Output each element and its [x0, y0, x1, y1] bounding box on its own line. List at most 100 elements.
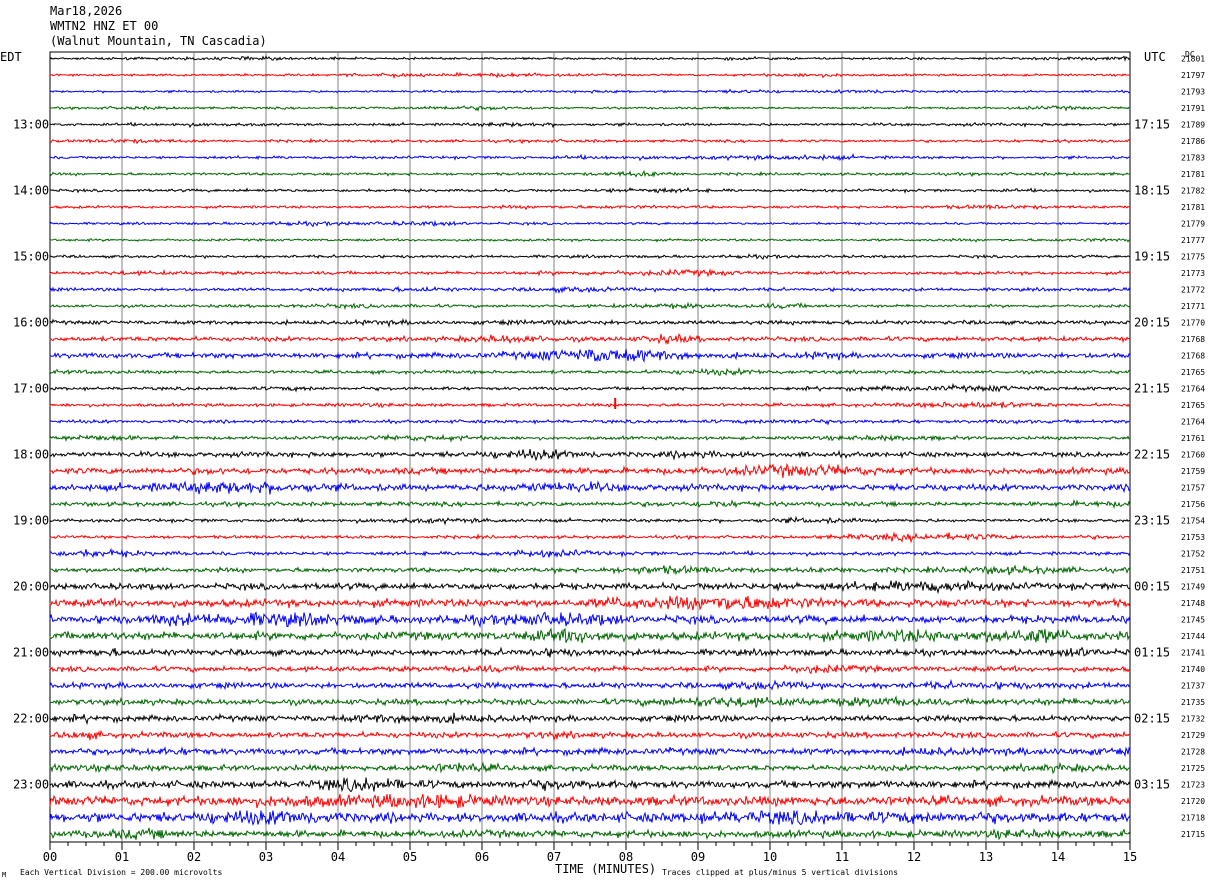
edt-hour-label: 18:00 — [13, 448, 49, 462]
x-tick-label: 04 — [331, 850, 345, 864]
seismic-trace — [49, 579, 1131, 595]
seismic-trace — [49, 71, 1131, 79]
edt-hour-label: 17:00 — [13, 382, 49, 396]
seismic-trace — [49, 729, 1131, 742]
seismic-trace — [49, 646, 1131, 658]
dc-offset-label: 21760 — [1181, 451, 1205, 460]
seismic-trace — [49, 88, 1131, 95]
dc-offset-label: 21765 — [1181, 401, 1205, 410]
dc-offset-label: 21761 — [1181, 434, 1205, 443]
seismic-trace — [49, 382, 1131, 394]
edt-hour-label: 20:00 — [13, 580, 49, 594]
x-tick-label: 11 — [835, 850, 849, 864]
seismic-trace — [49, 627, 1131, 644]
utc-hour-label: 21:15 — [1134, 382, 1170, 396]
seismic-trace — [49, 253, 1131, 260]
dc-offset-label: 21741 — [1181, 649, 1205, 658]
seismic-trace — [49, 827, 1131, 841]
seismic-trace — [49, 480, 1131, 495]
dc-offset-label: 21777 — [1181, 236, 1205, 245]
edt-hour-label: 13:00 — [13, 118, 49, 132]
chart-date: Mar18,2026 — [50, 4, 123, 18]
utc-hour-label: 00:15 — [1134, 580, 1170, 594]
dc-offset-label: 21748 — [1181, 599, 1205, 608]
seismic-trace — [49, 678, 1131, 692]
dc-offset-label: 21765 — [1181, 368, 1205, 377]
dc-offset-label: 21735 — [1181, 698, 1205, 707]
edt-hour-label: 15:00 — [13, 250, 49, 264]
x-tick-label: 05 — [403, 850, 417, 864]
utc-hour-label: 18:15 — [1134, 184, 1170, 198]
dc-offset-label: 21756 — [1181, 500, 1205, 509]
seismic-trace — [49, 401, 1131, 410]
x-tick-label: 00 — [43, 850, 57, 864]
seismic-trace — [49, 301, 1131, 311]
seismic-trace — [49, 285, 1131, 294]
edt-zone-label: EDT — [0, 50, 22, 64]
edt-hour-label: 23:00 — [13, 778, 49, 792]
edt-hour-label: 14:00 — [13, 184, 49, 198]
edt-hour-label: 19:00 — [13, 514, 49, 528]
dc-offset-label: 21775 — [1181, 253, 1205, 262]
dc-offset-label: 21791 — [1181, 104, 1205, 113]
seismic-trace — [49, 547, 1131, 559]
dc-offset-label: 21753 — [1181, 533, 1205, 542]
dc-offset-label: 21782 — [1181, 187, 1205, 196]
dc-offset-label: 21764 — [1181, 418, 1205, 427]
seismic-trace — [49, 433, 1131, 443]
dc-offset-label: 21783 — [1181, 154, 1205, 163]
seismic-trace — [49, 793, 1131, 809]
seismic-trace — [49, 809, 1131, 827]
seismic-trace — [49, 204, 1131, 211]
seismic-trace — [49, 137, 1131, 145]
seismic-trace — [49, 348, 1131, 363]
dc-offset-label: 21768 — [1181, 352, 1205, 361]
seismic-trace — [49, 121, 1131, 129]
x-tick-label: 15 — [1123, 850, 1137, 864]
dc-offset-label: 21768 — [1181, 335, 1205, 344]
dc-offset-label: 21751 — [1181, 566, 1205, 575]
clip-note: Traces clipped at plus/minus 5 vertical … — [662, 868, 898, 877]
dc-offset-label: 21786 — [1181, 137, 1205, 146]
utc-hour-label: 02:15 — [1134, 712, 1170, 726]
seismic-trace — [49, 531, 1131, 544]
dc-offset-label: 21759 — [1181, 467, 1205, 476]
utc-hour-label: 01:15 — [1134, 646, 1170, 660]
dc-offset-label: 21789 — [1181, 121, 1205, 130]
station-location: (Walnut Mountain, TN Cascadia) — [50, 34, 267, 48]
seismic-trace — [49, 515, 1131, 526]
x-tick-label: 06 — [475, 850, 489, 864]
dc-offset-label: 21744 — [1181, 632, 1205, 641]
seismic-trace — [49, 712, 1131, 726]
x-tick-label: 08 — [619, 850, 633, 864]
seismic-trace — [49, 449, 1130, 462]
dc-offset-label: 21745 — [1181, 616, 1205, 625]
seismic-trace — [49, 777, 1131, 793]
dc-offset-label: 21771 — [1181, 302, 1205, 311]
x-tick-label: 03 — [259, 850, 273, 864]
utc-zone-label: UTC — [1144, 50, 1166, 64]
seismic-trace — [49, 152, 1131, 162]
seismic-trace — [49, 499, 1131, 509]
dc-offset-label: 21764 — [1181, 385, 1205, 394]
seismic-trace — [49, 186, 1131, 194]
seismic-trace — [49, 267, 1131, 278]
dc-offset-label: 21752 — [1181, 550, 1205, 559]
dc-offset-label: 21715 — [1181, 830, 1205, 839]
dc-offset-label: 21781 — [1181, 203, 1205, 212]
seismic-trace — [49, 317, 1131, 328]
dc-offset-label: 21737 — [1181, 682, 1205, 691]
dc-offset-label: 21729 — [1181, 731, 1205, 740]
dc-offset-label: 21732 — [1181, 715, 1205, 724]
dc-offset-label: 21725 — [1181, 764, 1205, 773]
dc-header-label: DC — [1185, 50, 1195, 59]
plot-frame — [49, 51, 1131, 843]
edt-hour-label: 16:00 — [13, 316, 49, 330]
dc-offset-label: 21723 — [1181, 781, 1205, 790]
x-tick-label: 12 — [907, 850, 921, 864]
dc-offset-label: 21740 — [1181, 665, 1205, 674]
dc-offset-label: 21718 — [1181, 814, 1205, 823]
station-code: WMTN2 HNZ ET 00 — [50, 19, 159, 33]
utc-hour-label: 03:15 — [1134, 778, 1170, 792]
